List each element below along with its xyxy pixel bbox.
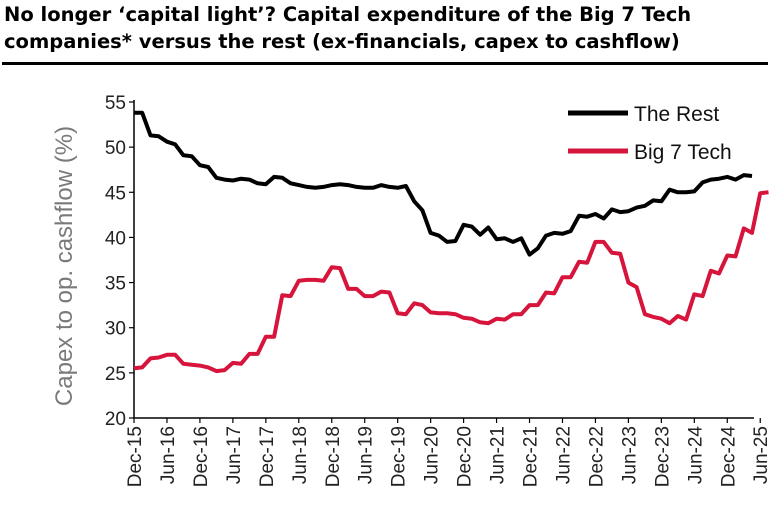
- x-tick-label: Jun-20: [422, 426, 443, 484]
- series-line-the-rest: [134, 110, 753, 257]
- x-axis-ticks: Dec-15 Jun-16 Dec-16 Jun-17 Dec-17 Jun-18 Dec-…: [125, 418, 772, 487]
- y-tick-label: 55: [105, 93, 126, 114]
- y-tick-label: 45: [105, 183, 126, 204]
- y-axis-label: Capex to op. cashflow (%): [51, 126, 78, 406]
- y-tick-label: 25: [105, 364, 126, 385]
- y-tick-label: 40: [105, 228, 126, 249]
- legend-label: Big 7 Tech: [634, 141, 732, 164]
- x-tick-label: Dec-18: [323, 426, 344, 487]
- x-tick-label: Dec-15: [125, 426, 146, 487]
- y-tick-label: 30: [105, 319, 126, 340]
- chart-title-line-1: No longer ‘capital light’? Capital expen…: [4, 3, 692, 26]
- legend-label: The Rest: [634, 103, 719, 126]
- title-rule: [2, 62, 768, 65]
- x-tick-label: Dec-17: [257, 426, 278, 487]
- legend: The Rest Big 7 Tech: [568, 103, 732, 164]
- y-axis-ticks: 20 25 30 35 40 45 50 55: [105, 93, 134, 430]
- x-tick-label: Jun-19: [356, 426, 377, 484]
- x-tick-label: Dec-23: [652, 426, 673, 487]
- chart-title: No longer ‘capital light’? Capital expen…: [4, 1, 769, 55]
- axes: [133, 100, 754, 419]
- x-tick-label: Jun-24: [685, 426, 706, 485]
- series-line-big-7-tech: [133, 190, 769, 374]
- x-tick-label: Jun-22: [553, 426, 574, 484]
- x-tick-label: Jun-21: [488, 426, 509, 484]
- x-tick-label: Jun-23: [619, 426, 640, 484]
- y-tick-label: 35: [105, 274, 126, 295]
- y-tick-label: 20: [105, 409, 126, 430]
- x-tick-label: Dec-20: [455, 426, 476, 487]
- x-tick-label: Jun-18: [290, 426, 311, 484]
- x-tick-label: Dec-19: [389, 426, 410, 487]
- x-tick-label: Dec-16: [191, 426, 212, 487]
- chart-title-line-2: companies* versus the rest (ex-financial…: [4, 30, 680, 53]
- x-tick-label: Dec-24: [718, 426, 739, 488]
- x-tick-label: Dec-21: [521, 426, 542, 487]
- x-tick-label: Jun-16: [158, 426, 179, 484]
- series-lines: [133, 110, 769, 374]
- x-tick-label: Jun-17: [224, 426, 245, 484]
- x-tick-label: Dec-22: [586, 426, 607, 487]
- x-tick-label: Jun-25: [751, 426, 772, 484]
- y-tick-label: 50: [105, 138, 126, 159]
